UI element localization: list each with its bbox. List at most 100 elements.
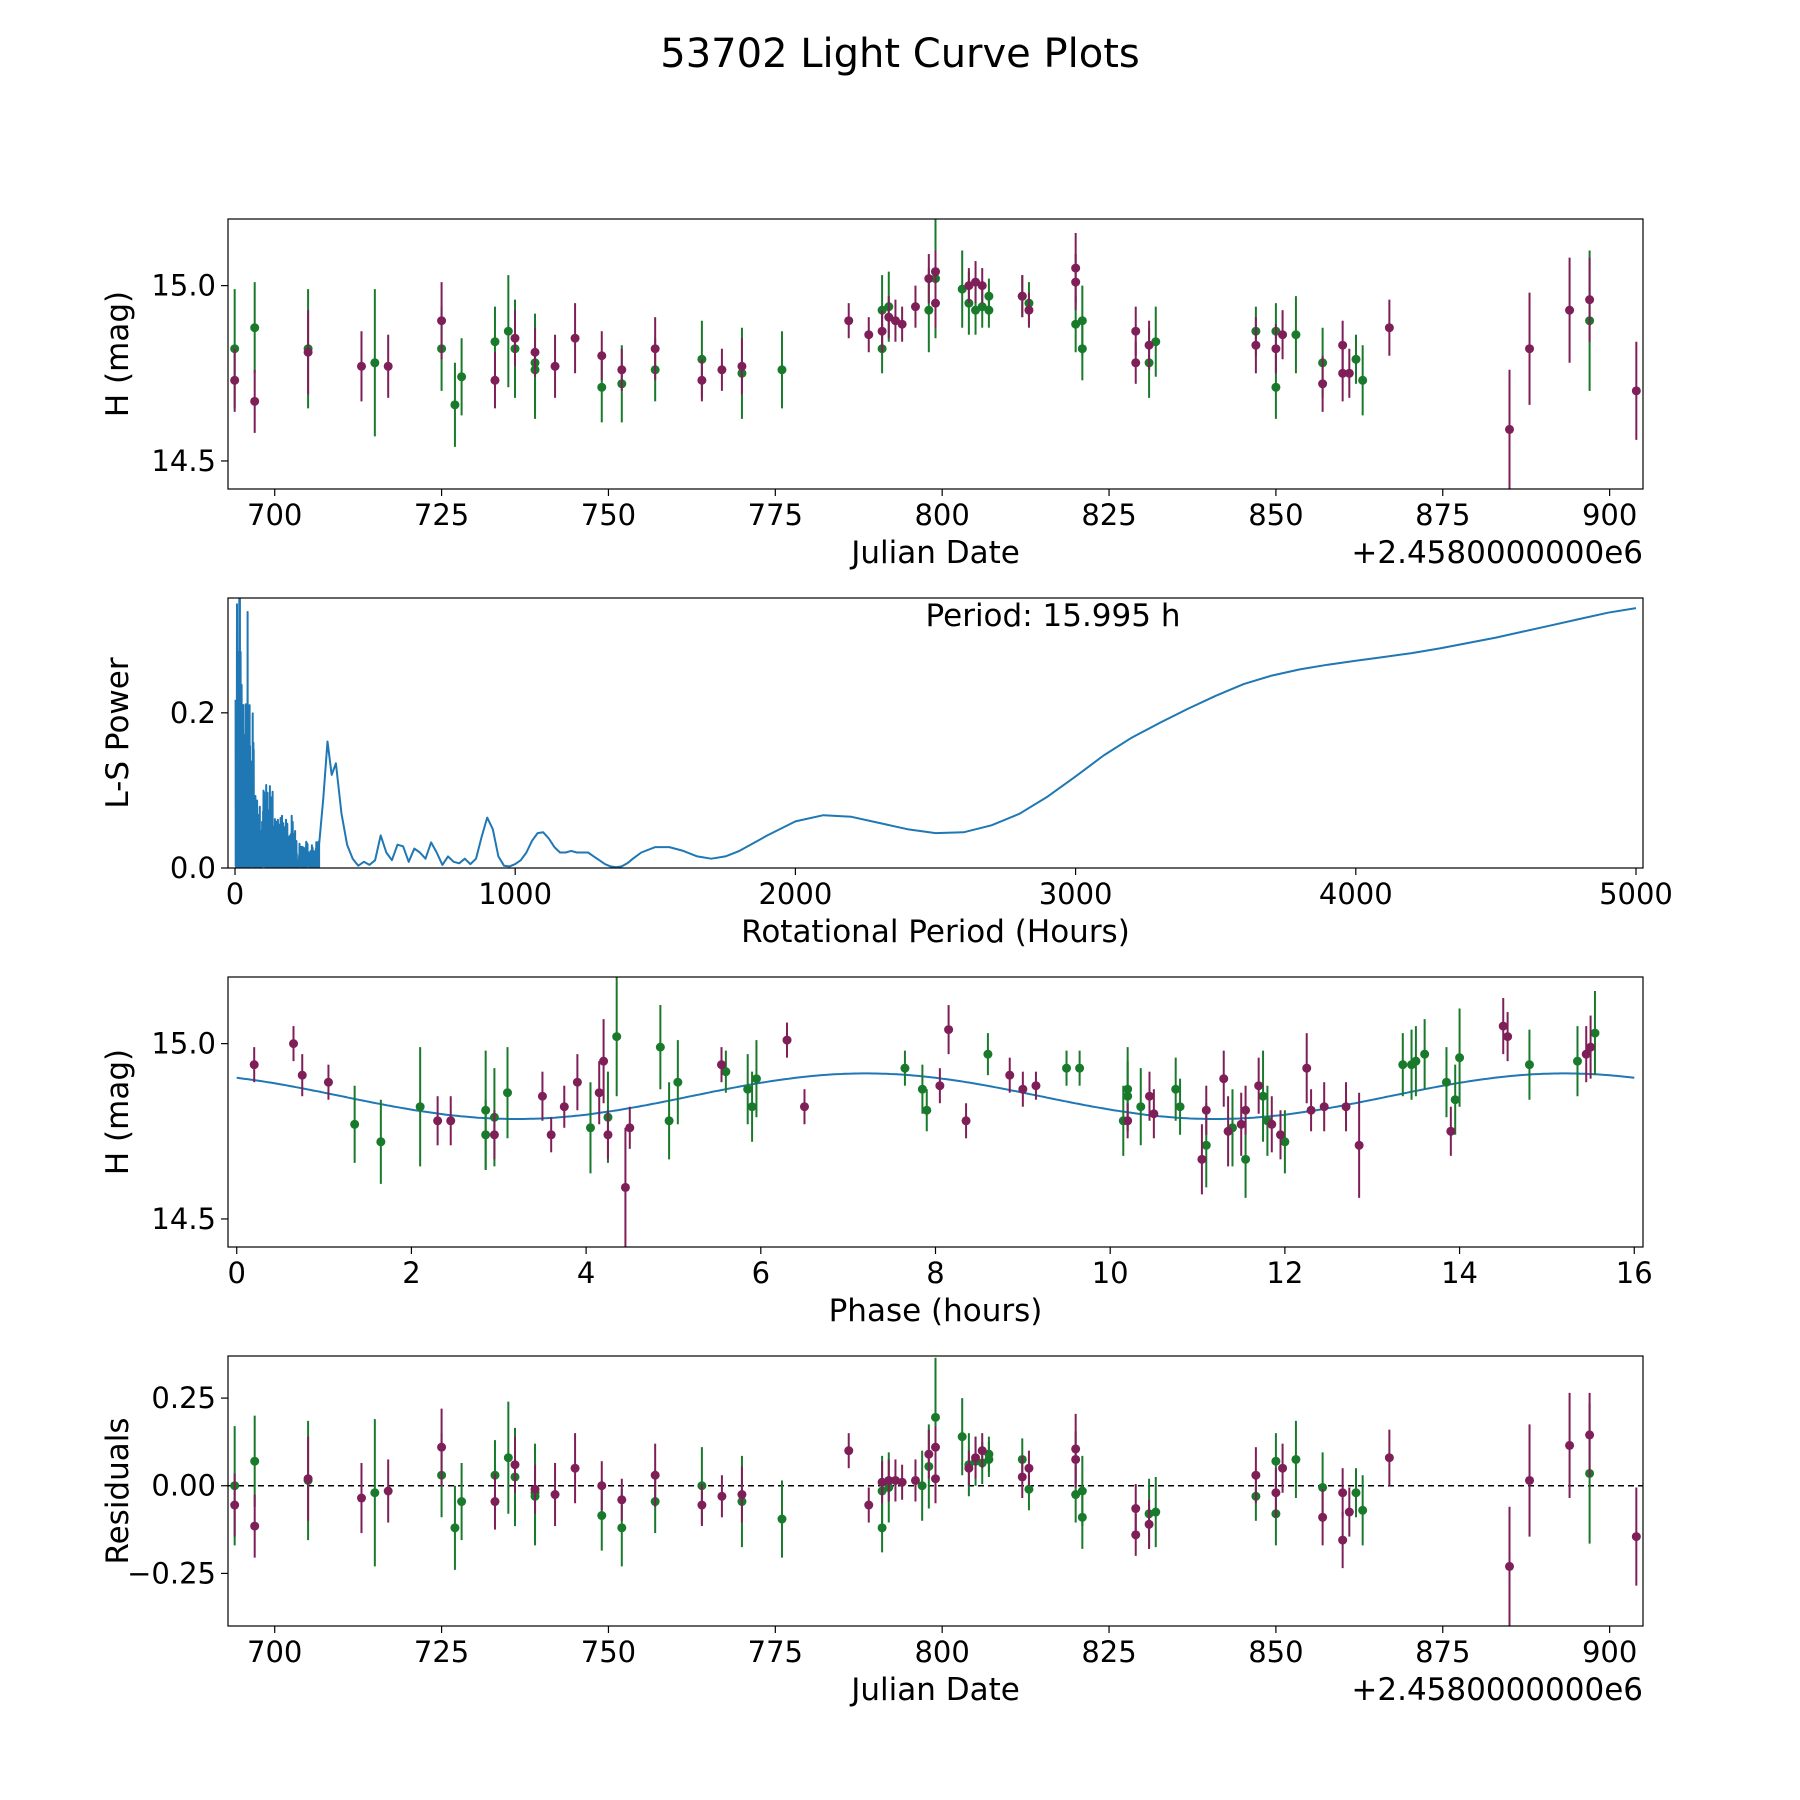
data-point — [1201, 1105, 1211, 1115]
data-point — [1276, 1130, 1286, 1140]
data-point — [1271, 1488, 1281, 1498]
data-point — [717, 1491, 727, 1501]
x-tick-label: 750 — [581, 1635, 636, 1669]
data-point — [1505, 424, 1515, 434]
data-point — [1581, 1049, 1591, 1059]
series-r — [230, 1392, 1641, 1626]
data-point — [864, 1500, 874, 1510]
data-point — [625, 1123, 635, 1133]
data-point — [964, 1463, 974, 1473]
data-point — [650, 344, 660, 354]
data-point — [530, 347, 540, 357]
data-point — [1446, 1126, 1456, 1136]
data-point — [917, 1481, 927, 1491]
model-curve — [236, 1072, 1635, 1120]
data-point — [664, 1116, 674, 1126]
data-point — [620, 1182, 630, 1192]
data-point — [603, 1130, 613, 1140]
data-point — [721, 1067, 731, 1077]
x-tick-label: 700 — [247, 1635, 302, 1669]
data-point — [1291, 1454, 1301, 1464]
y-tick-label: −0.25 — [127, 1556, 216, 1590]
data-point — [249, 1060, 259, 1070]
data-point — [594, 1088, 604, 1098]
data-point — [747, 1102, 757, 1112]
axes-frame — [227, 597, 1644, 869]
data-point — [743, 1084, 753, 1094]
data-point — [1071, 1490, 1081, 1500]
data-point — [1241, 1154, 1251, 1164]
y-axis-label: L-S Power — [100, 657, 136, 808]
data-point — [910, 1475, 920, 1485]
data-point — [1171, 1084, 1181, 1094]
data-point — [964, 281, 974, 291]
data-point — [1525, 1475, 1535, 1485]
x-tick-label: 10 — [1092, 1256, 1129, 1290]
data-point — [437, 316, 447, 326]
panel-periodogram: 0 1000 2000 3000 4000 5000 0.0 0.2 Rotational Pe… — [100, 597, 1673, 950]
periodogram-line — [234, 598, 1637, 868]
data-point — [1420, 1049, 1430, 1059]
data-point — [1149, 1109, 1159, 1119]
data-point — [1131, 326, 1141, 336]
data-point — [1071, 319, 1081, 329]
data-point — [383, 361, 393, 371]
x-tick-label: 0 — [228, 1256, 246, 1290]
x-tick-label: 6 — [752, 1256, 770, 1290]
series-r — [230, 233, 1641, 489]
plot-area — [236, 977, 1635, 1247]
data-point — [777, 365, 787, 375]
x-tick-label: 850 — [1248, 1635, 1303, 1669]
data-point — [1271, 1456, 1281, 1466]
data-point — [931, 267, 940, 277]
data-point — [897, 319, 907, 329]
data-point — [931, 1412, 940, 1422]
data-point — [977, 281, 987, 291]
data-point — [1586, 1042, 1596, 1052]
data-point — [1358, 1505, 1368, 1515]
data-point — [1251, 340, 1261, 350]
data-point — [376, 1137, 386, 1147]
x-tick-label: 900 — [1582, 498, 1637, 532]
data-point — [1144, 1091, 1154, 1101]
data-point — [1631, 386, 1641, 396]
data-point — [457, 372, 467, 382]
data-point — [957, 1432, 967, 1442]
data-point — [971, 277, 981, 287]
data-point — [503, 1453, 513, 1463]
data-point — [1338, 1488, 1348, 1498]
y-tick-label: 0.0 — [170, 851, 216, 885]
data-point — [250, 1456, 260, 1466]
data-point — [250, 1521, 260, 1531]
data-point — [572, 1077, 582, 1087]
data-point — [1197, 1154, 1207, 1164]
x-tick-label: 725 — [414, 498, 469, 532]
data-point — [1411, 1056, 1421, 1066]
data-point — [931, 1474, 940, 1484]
data-point — [537, 1091, 547, 1101]
data-point — [1505, 1561, 1515, 1571]
data-point — [984, 291, 994, 301]
data-point — [931, 298, 940, 308]
data-point — [597, 1511, 607, 1521]
data-point — [922, 1105, 932, 1115]
data-point — [1271, 382, 1281, 392]
data-point — [1572, 1056, 1582, 1066]
panel-light-curve: 700 725 750 775 800 825 850 875 900 14.5 15.0 Julia… — [100, 218, 1644, 571]
data-point — [433, 1116, 443, 1126]
data-point — [1267, 1119, 1277, 1129]
data-point — [673, 1077, 683, 1087]
data-point — [1354, 1140, 1364, 1150]
data-point — [1151, 1507, 1161, 1517]
axes-frame — [227, 218, 1644, 490]
data-point — [550, 361, 560, 371]
panel-residuals: 700 725 750 775 800 825 850 875 900 0.25 0.00 −0.25… — [100, 1355, 1644, 1708]
data-point — [546, 1130, 556, 1140]
data-point — [1450, 1095, 1460, 1105]
data-point — [971, 1453, 981, 1463]
data-point — [250, 323, 260, 333]
data-point — [844, 1446, 854, 1456]
data-point — [697, 1500, 707, 1510]
data-point — [490, 375, 500, 385]
